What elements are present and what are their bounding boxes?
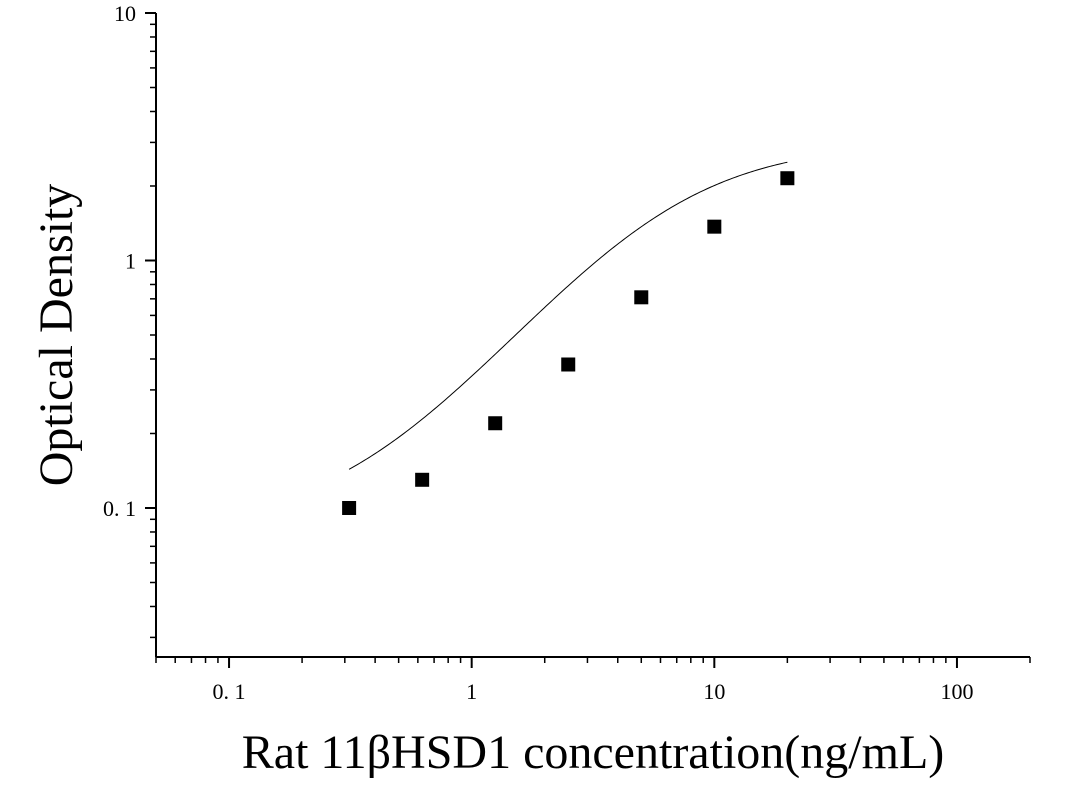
data-point xyxy=(561,357,576,372)
data-point xyxy=(634,290,649,305)
data-point xyxy=(780,171,795,186)
y-tick-label: 10 xyxy=(114,1,136,26)
data-point xyxy=(342,500,357,515)
data-point xyxy=(707,219,722,234)
fit-curve xyxy=(348,161,788,470)
data-point xyxy=(488,416,503,431)
x-axis-title: Rat 11βHSD1 concentration(ng/mL) xyxy=(242,726,945,779)
data-points-layer xyxy=(342,171,795,515)
x-tick-label: 0. 1 xyxy=(213,679,246,704)
y-tick-label: 1 xyxy=(125,248,136,273)
axes: 0. 1 1 10 100 0. 1 1 10 xyxy=(103,1,1031,704)
data-point xyxy=(415,472,430,487)
x-tick-label: 1 xyxy=(466,679,477,704)
x-tick-label: 10 xyxy=(703,679,725,704)
y-tick-label: 0. 1 xyxy=(103,496,136,521)
fit-curve-layer xyxy=(348,161,788,470)
x-tick-label: 100 xyxy=(940,679,973,704)
y-axis-title: Optical Density xyxy=(30,184,83,487)
